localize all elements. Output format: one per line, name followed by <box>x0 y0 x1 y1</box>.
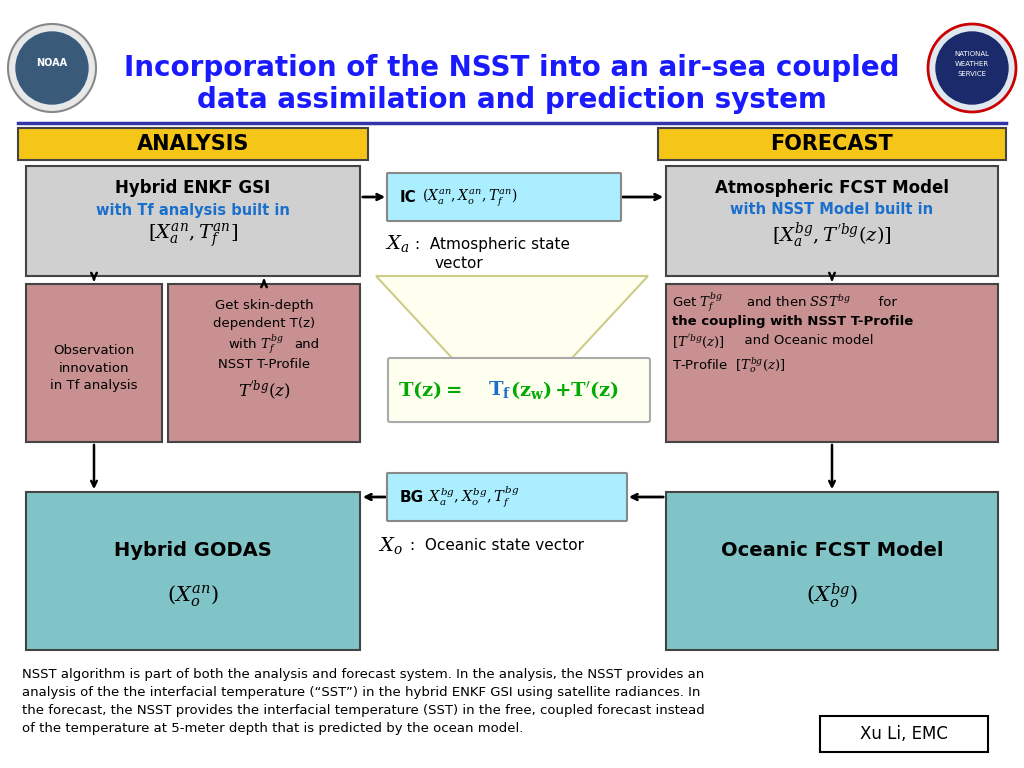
Text: $X_o$: $X_o$ <box>378 535 402 557</box>
Circle shape <box>936 32 1008 104</box>
Text: $[X_a^{an},T_f^{an}]$: $[X_a^{an},T_f^{an}]$ <box>148 222 238 250</box>
FancyBboxPatch shape <box>387 473 627 521</box>
Text: with Tf analysis built in: with Tf analysis built in <box>96 203 290 217</box>
Text: $\mathbf{(z_w)}$: $\mathbf{(z_w)}$ <box>510 379 552 401</box>
Bar <box>26 284 162 442</box>
Text: WEATHER: WEATHER <box>955 61 989 67</box>
Text: $\mathbf{+ T'(z)}$: $\mathbf{+ T'(z)}$ <box>554 379 618 401</box>
Bar <box>820 716 988 752</box>
Text: with $T_f^{bg}$: with $T_f^{bg}$ <box>228 333 284 356</box>
Bar <box>26 492 360 650</box>
Bar <box>666 166 998 276</box>
Text: T-Profile  $[T_o^{bg}(z)]$: T-Profile $[T_o^{bg}(z)]$ <box>672 355 785 375</box>
Text: Hybrid ENKF GSI: Hybrid ENKF GSI <box>116 179 270 197</box>
Text: Hybrid GODAS: Hybrid GODAS <box>114 541 272 560</box>
Text: innovation: innovation <box>58 362 129 375</box>
Text: $(X_a^{an},X_o^{an},T_f^{an})$: $(X_a^{an},X_o^{an},T_f^{an})$ <box>422 186 517 208</box>
Circle shape <box>928 24 1016 112</box>
Text: NSST T-Profile: NSST T-Profile <box>218 357 310 370</box>
Polygon shape <box>376 276 648 358</box>
Text: NATIONAL: NATIONAL <box>954 51 989 57</box>
Text: ANALYSIS: ANALYSIS <box>137 134 249 154</box>
Bar <box>26 166 360 276</box>
Text: Oceanic FCST Model: Oceanic FCST Model <box>721 541 943 560</box>
Text: SERVICE: SERVICE <box>957 71 986 77</box>
Text: with NSST Model built in: with NSST Model built in <box>730 203 934 217</box>
Bar <box>658 128 1006 160</box>
Text: Xu Li, EMC: Xu Li, EMC <box>860 725 948 743</box>
Text: $X_a$: $X_a$ <box>385 233 410 254</box>
Text: and Oceanic model: and Oceanic model <box>736 335 873 347</box>
Circle shape <box>8 24 96 112</box>
Text: and: and <box>294 337 319 350</box>
Bar <box>18 128 368 160</box>
Text: :  Oceanic state vector: : Oceanic state vector <box>410 538 584 554</box>
Text: Get skin-depth: Get skin-depth <box>215 300 313 313</box>
Text: $T^{'bg}(z)$: $T^{'bg}(z)$ <box>238 379 291 402</box>
Text: Incorporation of the NSST into an air-sea coupled: Incorporation of the NSST into an air-se… <box>124 54 900 82</box>
Bar <box>18 128 1006 660</box>
Text: FORECAST: FORECAST <box>771 134 893 154</box>
Text: $X_a^{bg},X_o^{bg},T_f^{bg}$: $X_a^{bg},X_o^{bg},T_f^{bg}$ <box>428 485 519 510</box>
Bar <box>666 284 998 442</box>
Text: in Tf analysis: in Tf analysis <box>50 379 138 392</box>
Text: IC: IC <box>400 190 417 204</box>
Text: NSST algorithm is part of both the analysis and forecast system. In the analysis: NSST algorithm is part of both the analy… <box>22 668 705 735</box>
FancyBboxPatch shape <box>387 173 621 221</box>
FancyBboxPatch shape <box>388 358 650 422</box>
Text: dependent T(z): dependent T(z) <box>213 317 315 330</box>
Text: NOAA: NOAA <box>37 58 68 68</box>
Circle shape <box>16 32 88 104</box>
Text: data assimilation and prediction system: data assimilation and prediction system <box>197 86 827 114</box>
Text: BG: BG <box>400 489 424 505</box>
Text: for: for <box>870 296 897 309</box>
Text: $[T^{'bg}(z)]$: $[T^{'bg}(z)]$ <box>672 333 725 349</box>
Text: $[X_a^{bg},T^{'bg}(z)]$: $[X_a^{bg},T^{'bg}(z)]$ <box>772 222 892 250</box>
Bar <box>666 492 998 650</box>
Text: :  Atmospheric state: : Atmospheric state <box>415 237 570 251</box>
Bar <box>168 284 360 442</box>
Text: $(X_o^{an})$: $(X_o^{an})$ <box>167 583 219 609</box>
Text: and then $\mathit{SST}^{bg}$: and then $\mathit{SST}^{bg}$ <box>738 294 851 310</box>
Text: the coupling with NSST T-Profile: the coupling with NSST T-Profile <box>672 315 913 327</box>
Text: Atmospheric FCST Model: Atmospheric FCST Model <box>715 179 949 197</box>
Text: vector: vector <box>435 256 483 270</box>
Text: $(X_o^{bg})$: $(X_o^{bg})$ <box>806 581 858 611</box>
Text: $\mathbf{T_f}$: $\mathbf{T_f}$ <box>488 379 511 400</box>
Text: Observation: Observation <box>53 343 134 356</box>
Text: $\mathbf{T(z) = }$: $\mathbf{T(z) = }$ <box>398 379 462 401</box>
Text: Get $T_f^{bg}$: Get $T_f^{bg}$ <box>672 290 723 314</box>
